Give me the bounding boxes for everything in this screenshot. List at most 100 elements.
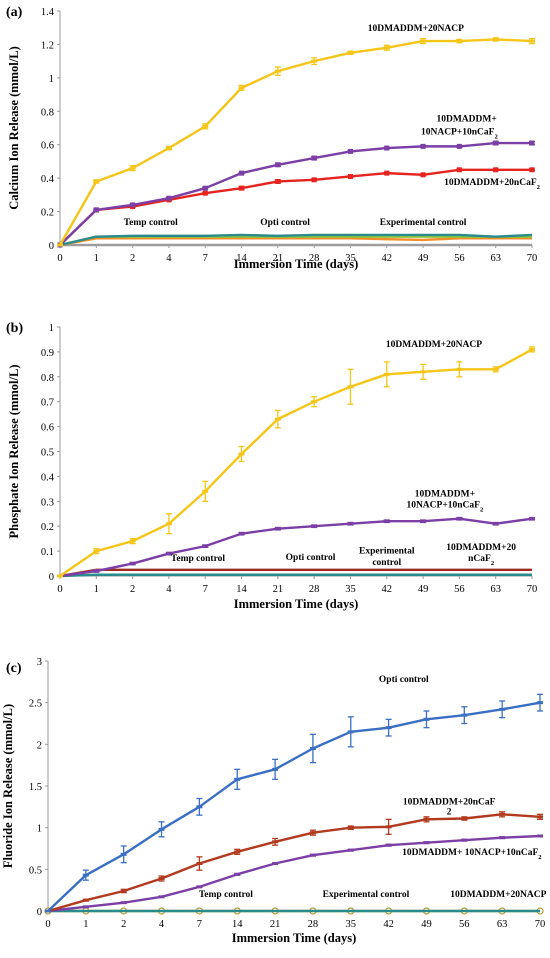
series-line [59,348,533,577]
data-point [492,37,499,41]
panel-label: (c) [6,661,22,676]
x-tick-label: 7 [197,919,202,930]
data-point [274,417,281,421]
panel-label: (b) [6,321,23,336]
y-tick-label: 0.2 [41,522,54,533]
y-tick-label: 0 [49,241,54,252]
data-point [456,143,462,149]
x-tick-label: 21 [273,584,284,595]
x-tick-label: 7 [203,584,208,595]
chart-annotation: nCaF2 [468,554,495,567]
series-10dmaddm-20-ncaf2 [59,568,532,578]
y-tick-label: 1 [37,824,42,835]
chart-panel-3: (c) 0 0.5 1 1.5 2 2.5 3 0 1 2 4 7 14 21 28 35 42 49 56 63 70 I… [1,657,547,945]
data-point [311,155,317,161]
y-axis-title: Phosphate Ion Release (mmol/L) [7,365,21,539]
data-point [196,805,203,809]
chart-annotation: Temp control [124,218,178,228]
data-point [309,747,316,750]
data-point [238,86,245,90]
x-tick-label: 4 [166,253,172,264]
data-point [537,834,543,838]
data-point [529,517,535,521]
y-tick-label: 0.8 [41,107,54,118]
data-point [238,532,245,536]
data-point [529,39,535,43]
data-point [120,889,127,893]
data-point [461,713,468,717]
chart-annotation: 10NACP+10nCaF2 [406,501,484,514]
chart-panel-1: (a) 0 0.2 0.4 0.6 0.8 1 1.2 1.4 0 1 2 4 7 14 21 28 35 42 49… [6,5,541,271]
y-tick-label: 1 [49,323,54,334]
data-point [385,825,392,829]
data-point [93,549,100,553]
data-point [311,177,317,183]
data-point [461,838,468,842]
series-10dmaddm-10nacp-10ncaf2 [57,140,535,248]
series-line [58,38,533,246]
data-point [239,170,245,176]
y-tick-label: 2 [37,740,42,751]
data-point [537,815,543,819]
data-point [158,877,165,880]
data-point [423,841,430,845]
data-point [120,852,127,856]
chart-annotation: Experimental [359,547,415,557]
data-point [347,826,354,830]
y-tick-label: 1.2 [41,40,54,51]
x-axis-title: Immersion Time (days) [234,257,359,271]
data-point [420,519,427,523]
data-point [347,148,353,154]
data-point [82,898,89,902]
data-point [165,522,172,526]
x-tick-label: 70 [535,919,546,930]
data-point [311,400,318,404]
data-point [383,46,390,50]
data-point [420,172,426,178]
x-tick-label: 70 [527,253,538,264]
data-point [347,173,353,179]
y-tick-label: 0.3 [41,497,54,508]
chart-annotation: Opti control [260,218,310,228]
data-point [529,140,535,146]
panel-label: (a) [6,5,23,20]
x-tick-label: 2 [121,919,126,930]
data-point [499,836,506,840]
series-line [59,517,533,578]
x-tick-label: 56 [454,253,465,264]
data-point [423,817,430,821]
data-point [384,170,390,176]
x-tick-label: 56 [459,919,470,930]
data-point [272,862,279,865]
chart-annotation: Temp control [199,890,253,900]
x-axis-title: Immersion Time (days) [232,931,357,945]
x-tick-label: 2 [130,584,135,595]
data-point [120,901,127,905]
x-tick-label: 0 [57,584,62,595]
y-tick-label: 2.5 [29,699,42,710]
x-tick-label: 0 [45,919,50,930]
data-point [130,202,136,208]
data-point [385,843,392,847]
x-tick-label: 63 [490,584,501,595]
y-tick-label: 0.8 [41,373,54,384]
chart-annotation: 10DMADDM+20NACP [386,340,482,350]
data-point [274,527,281,531]
x-tick-label: 28 [308,919,319,930]
x-tick-label: 2 [130,253,135,264]
x-tick-label: 28 [309,253,320,264]
chart-annotation: 10DMADDM+20nCaF [403,797,496,807]
chart-annotation: Experimental control [380,218,467,228]
y-tick-label: 0 [49,572,54,583]
x-tick-label: 63 [490,253,501,264]
data-point [311,524,318,528]
data-point [57,243,63,247]
series-temp-control [59,233,533,247]
chart-annotation: 10DMADDM+20NACP [450,890,546,900]
y-tick-label: 0 [37,907,42,918]
data-point [456,167,462,173]
data-point [537,701,543,705]
data-point [202,190,208,196]
